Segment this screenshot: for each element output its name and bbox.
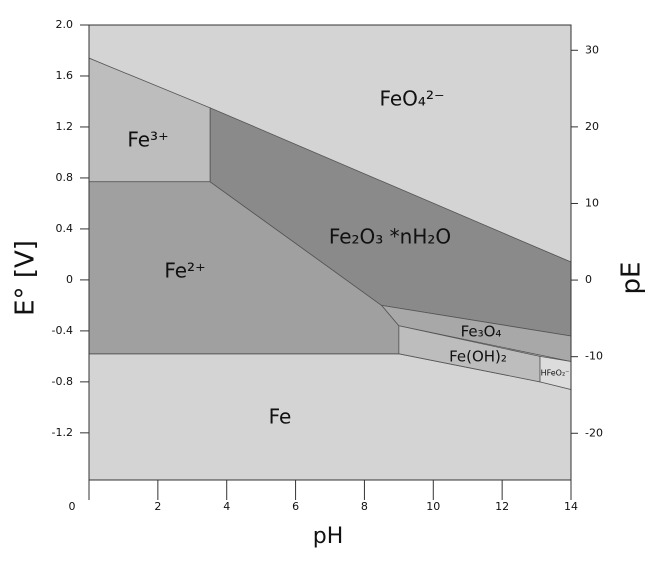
region-label: Fe²⁺ xyxy=(164,259,205,283)
y-tick-label: -0.8 xyxy=(52,375,73,388)
x-tick-label: 10 xyxy=(426,500,440,513)
region-label: HFeO₂⁻ xyxy=(541,369,570,378)
y-tick-label: -1.2 xyxy=(52,426,73,439)
y2-tick-label: 20 xyxy=(585,120,599,133)
y2-tick-label: -20 xyxy=(585,426,603,439)
y2-tick-label: 30 xyxy=(585,43,599,56)
y-tick-label: -0.4 xyxy=(52,324,73,337)
region-label: Fe xyxy=(269,405,292,429)
x-tick-label: 14 xyxy=(564,500,578,513)
y-tick-label: 2.0 xyxy=(56,18,74,31)
y-tick-label: 0.8 xyxy=(56,171,74,184)
y2-tick-label: -10 xyxy=(585,350,603,363)
x-tick-label: 0 xyxy=(69,500,76,513)
y-tick-label: 1.6 xyxy=(56,69,74,82)
y-axis-label: E° [V] xyxy=(11,240,41,316)
y2-axis-label: pE xyxy=(617,262,647,295)
x-tick-label: 4 xyxy=(223,500,230,513)
x-tick-label: 6 xyxy=(292,500,299,513)
region-label: Fe₃O₄ xyxy=(461,323,502,341)
y-tick-label: 0.4 xyxy=(56,222,74,235)
plot-frame xyxy=(88,24,572,481)
region-label: Fe(OH)₂ xyxy=(449,348,507,366)
y-tick-label: 1.2 xyxy=(56,120,74,133)
x-axis-label: pH xyxy=(313,524,344,549)
region-label: FeO₄²⁻ xyxy=(379,87,444,111)
region-label: Fe₂O₃ *nH₂O xyxy=(329,225,451,249)
x-tick-label: 8 xyxy=(361,500,368,513)
region-label: Fe³⁺ xyxy=(127,128,168,152)
x-tick-label: 2 xyxy=(154,500,161,513)
y2-tick-label: 10 xyxy=(585,196,599,209)
x-tick-label: 12 xyxy=(495,500,509,513)
y2-tick-label: 0 xyxy=(585,273,592,286)
y-tick-label: 0 xyxy=(66,273,73,286)
